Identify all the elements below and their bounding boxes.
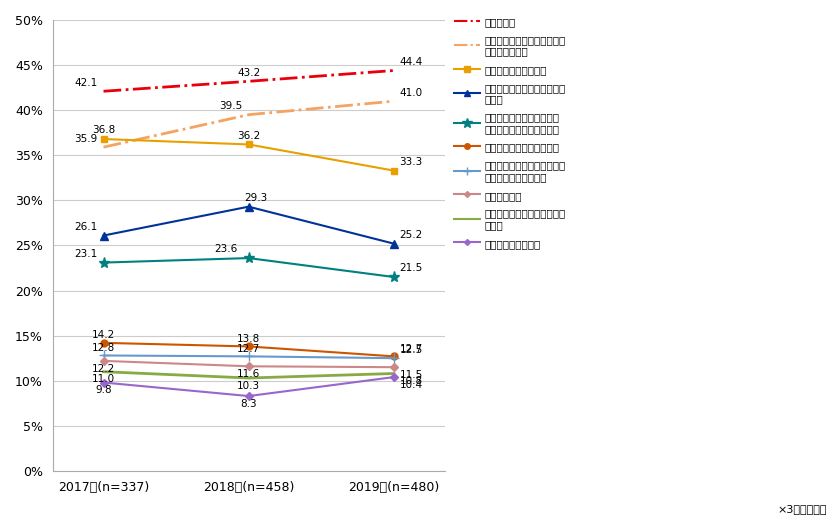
Text: 11.6: 11.6: [237, 369, 260, 379]
Text: 33.3: 33.3: [400, 157, 423, 167]
Text: 13.8: 13.8: [237, 334, 260, 344]
Text: 12.5: 12.5: [400, 346, 423, 356]
Text: 44.4: 44.4: [400, 57, 423, 67]
Text: 12.8: 12.8: [92, 343, 115, 353]
Text: 43.2: 43.2: [237, 67, 260, 78]
Text: 12.7: 12.7: [237, 344, 260, 353]
Text: 11.0: 11.0: [92, 374, 115, 385]
Text: ×3つまで回答: ×3つまで回答: [778, 504, 827, 514]
Text: 23.1: 23.1: [75, 249, 97, 259]
Text: 9.8: 9.8: [95, 385, 112, 395]
Text: 39.5: 39.5: [219, 101, 243, 111]
Text: 26.1: 26.1: [75, 222, 97, 232]
Text: 11.5: 11.5: [400, 370, 423, 380]
Text: 25.2: 25.2: [400, 230, 423, 240]
Text: 14.2: 14.2: [92, 330, 115, 340]
Text: 41.0: 41.0: [400, 88, 423, 98]
Text: 8.3: 8.3: [240, 399, 257, 409]
Text: 12.2: 12.2: [92, 364, 115, 374]
Text: 10.4: 10.4: [400, 380, 423, 390]
Text: 10.3: 10.3: [237, 381, 260, 391]
Text: 35.9: 35.9: [75, 133, 97, 144]
Legend: 収益性向上, 人材の強化（採用・育成・多
様化への対応）, 売り上げ・シェア拡大, 新製品・新サービス・新事業
の開発, 事業基盤の強化・再編、事
業ポートフォ: 収益性向上, 人材の強化（採用・育成・多 様化への対応）, 売り上げ・シェア拡大…: [454, 16, 566, 249]
Text: 36.2: 36.2: [237, 131, 260, 141]
Text: 12.7: 12.7: [400, 344, 423, 353]
Text: 42.1: 42.1: [75, 78, 97, 88]
Text: 10.8: 10.8: [400, 376, 423, 386]
Text: 21.5: 21.5: [400, 264, 423, 274]
Text: 29.3: 29.3: [244, 193, 267, 203]
Text: 23.6: 23.6: [214, 244, 237, 254]
Text: 36.8: 36.8: [92, 126, 115, 135]
